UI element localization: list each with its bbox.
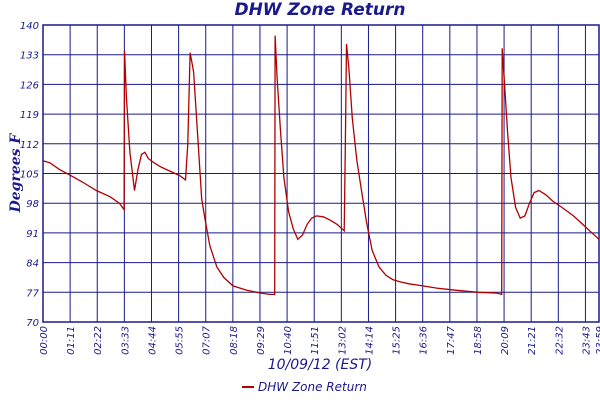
y-axis-label: Degrees F — [8, 133, 24, 213]
y-tick-label: 112 — [20, 140, 39, 151]
y-tick-label: 140 — [20, 21, 39, 32]
y-tick-label: 98 — [26, 199, 39, 210]
x-tick-label: 18:58 — [473, 326, 484, 355]
y-tick-label: 84 — [26, 259, 39, 270]
x-tick-label: 05:55 — [175, 326, 186, 355]
x-tick-label: 20:09 — [500, 326, 511, 355]
y-tick-label: 70 — [26, 318, 39, 329]
x-tick-label: 21:21 — [527, 326, 538, 355]
x-tick-label: 03:33 — [120, 326, 131, 355]
y-tick-label: 126 — [20, 80, 39, 91]
y-tick-label: 133 — [20, 51, 39, 62]
y-tick-label: 91 — [26, 229, 39, 240]
legend-swatch — [242, 386, 254, 388]
x-tick-label: 14:14 — [364, 326, 375, 355]
x-tick-label: 17:47 — [446, 325, 457, 354]
x-tick-label: 16:36 — [419, 326, 430, 355]
y-tick-label: 105 — [20, 170, 39, 181]
plot-frame — [42, 24, 600, 323]
x-tick-label: 08:18 — [229, 326, 240, 355]
x-axis-label: 10/09/12 (EST) — [267, 357, 373, 373]
x-tick-label: 07:07 — [202, 325, 213, 354]
x-tick-label: 23:43 — [581, 326, 592, 355]
x-tick-label: 10:40 — [283, 326, 294, 355]
x-tick-label: 04:44 — [147, 326, 158, 355]
x-tick-label: 01:11 — [66, 326, 77, 355]
series-line — [42, 35, 600, 296]
x-tick-label: 11:51 — [310, 326, 321, 355]
y-tick-label: 77 — [26, 288, 39, 299]
chart-title: DHW Zone Return — [234, 0, 406, 20]
x-tick-label: 22:32 — [554, 326, 565, 355]
legend-label: DHW Zone Return — [258, 380, 367, 394]
x-tick-label: 09:29 — [256, 326, 267, 355]
x-tick-label: 23:59 — [595, 326, 600, 355]
y-tick-label: 119 — [20, 110, 39, 121]
x-tick-label: 13:02 — [337, 326, 348, 355]
x-tick-label: 15:25 — [392, 326, 403, 355]
x-tick-label: 00:00 — [39, 326, 50, 355]
x-tick-label: 02:22 — [93, 326, 104, 355]
legend: DHW Zone Return — [242, 380, 367, 394]
